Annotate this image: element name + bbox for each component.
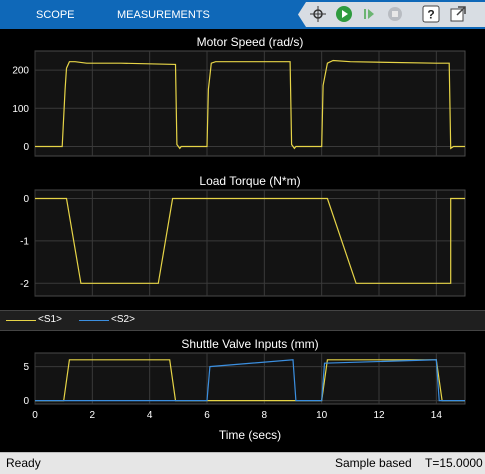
scope-axes[interactable]: 0 100 200 0 -1 -2 0 2 4 6 8 10 12 14 0 5 xyxy=(0,29,485,452)
step-forward-icon[interactable] xyxy=(360,5,378,23)
plot-title-motor-speed: Motor Speed (rad/s) xyxy=(196,35,304,49)
y-tick-label: -1 xyxy=(20,236,29,247)
tab-scope[interactable]: SCOPE xyxy=(36,9,75,21)
y-tick-label: 0 xyxy=(23,396,29,407)
legend-line-s2 xyxy=(79,320,109,321)
series-line-3-2 xyxy=(35,359,465,402)
svg-text:?: ? xyxy=(427,8,434,22)
status-mode: Sample based xyxy=(335,456,412,470)
status-time: T=15.0000 xyxy=(425,456,483,470)
axes-2-background xyxy=(34,189,466,297)
x-tick-label: 6 xyxy=(204,410,210,421)
x-tick-label: 0 xyxy=(32,410,38,421)
y-tick-label: 0 xyxy=(23,142,29,153)
y-tick-label: 100 xyxy=(12,104,29,115)
scope-toolbar: SCOPE MEASUREMENTS ? xyxy=(0,0,485,29)
x-tick-label: 2 xyxy=(90,410,96,421)
run-icon[interactable] xyxy=(335,5,353,23)
highlight-signal-icon[interactable] xyxy=(309,5,327,23)
stop-icon[interactable] xyxy=(386,5,404,23)
series-line-2-1 xyxy=(35,197,465,284)
legend-label-s2: <S2> xyxy=(111,314,135,325)
y-tick-label: 5 xyxy=(23,362,29,373)
x-tick-label: 14 xyxy=(431,410,443,421)
scope-plot-area: Motor Speed (rad/s) Load Torque (N*m) Sh… xyxy=(0,29,485,452)
x-tick-label: 10 xyxy=(316,410,328,421)
x-tick-label: 4 xyxy=(147,410,153,421)
axes-1-background xyxy=(34,50,466,157)
y-tick-label: 200 xyxy=(12,66,29,77)
tab-measurements[interactable]: MEASUREMENTS xyxy=(117,9,210,21)
plot-title-load-torque: Load Torque (N*m) xyxy=(199,174,301,188)
x-tick-label: 8 xyxy=(262,410,268,421)
plot-title-shuttle-valve: Shuttle Valve Inputs (mm) xyxy=(181,337,319,351)
y-tick-label: -2 xyxy=(20,279,29,290)
series-line-3-1 xyxy=(35,359,465,402)
series-line-1-1 xyxy=(35,59,465,150)
legend-line-s1 xyxy=(6,320,36,321)
x-axis-label: Time (secs) xyxy=(218,428,282,442)
status-bar: Ready Sample based T=15.0000 xyxy=(0,452,485,474)
legend-label-s1: <S1> xyxy=(38,314,62,325)
undock-icon[interactable] xyxy=(449,5,467,23)
legend: <S1> <S2> xyxy=(0,310,485,331)
x-tick-label: 12 xyxy=(373,410,385,421)
help-icon[interactable]: ? xyxy=(422,5,440,23)
toolbar-actions: ? xyxy=(298,2,485,27)
y-tick-label: 0 xyxy=(23,194,29,205)
status-ready: Ready xyxy=(6,456,41,470)
